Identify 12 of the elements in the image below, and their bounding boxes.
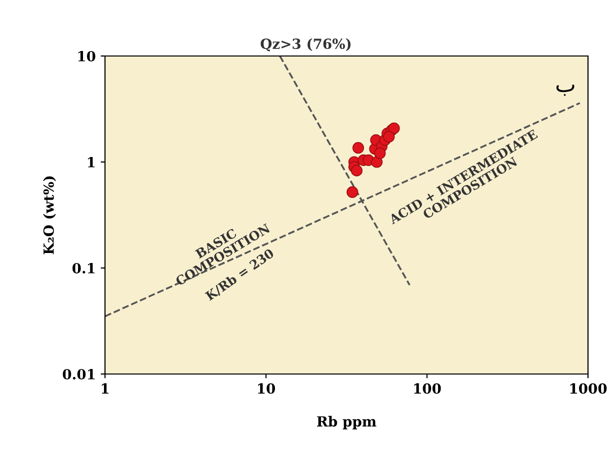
y-tick-label: 1	[88, 156, 95, 168]
x-tick-label: 1	[102, 383, 108, 394]
x-axis-title: Rb ppm	[317, 416, 376, 430]
x-tick-label: 10	[258, 383, 276, 394]
y-tick-label: 0.1	[72, 262, 95, 274]
y-tick-label: 0.01	[62, 368, 95, 380]
y-tick-label: 10	[78, 50, 96, 62]
x-tick-label: 1000	[570, 383, 607, 394]
annotation: ب	[556, 84, 574, 96]
chart-title: Qz>3 (76%)	[260, 38, 351, 52]
x-tick-label: 100	[414, 383, 441, 394]
y-axis-title: K₂O (wt%)	[43, 176, 56, 254]
